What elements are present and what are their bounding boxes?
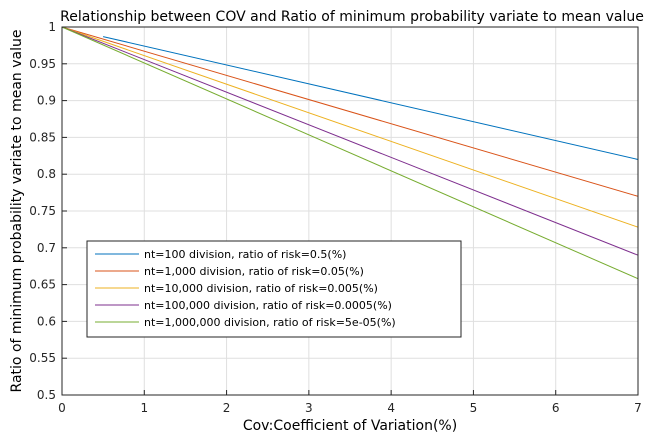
- y-tick-label: 0.95: [29, 57, 56, 71]
- x-axis-title: Cov:Coefficient of Variation(%): [243, 418, 457, 434]
- series-line-5: [61, 26, 639, 280]
- y-tick-label: 0.8: [37, 167, 56, 181]
- y-tick-label: 0.9: [37, 94, 56, 108]
- x-tick-label: 2: [223, 401, 231, 415]
- y-tick-label: 1: [48, 20, 56, 34]
- y-tick-label: 0.6: [37, 314, 56, 328]
- x-tick-label: 7: [634, 401, 642, 415]
- x-tick-label: 3: [305, 401, 313, 415]
- x-tick-label: 6: [552, 401, 560, 415]
- legend-entry-3: nt=10,000 division, ratio of risk=0.005(…: [144, 282, 378, 295]
- x-tick-label: 4: [387, 401, 395, 415]
- y-tick-label: 0.5: [37, 388, 56, 402]
- y-tick-label: 0.65: [29, 278, 56, 292]
- x-tick-label: 1: [140, 401, 148, 415]
- series-line-1: [102, 36, 639, 160]
- series-line-2: [61, 26, 639, 197]
- x-tick-label: 0: [58, 401, 66, 415]
- legend-entry-2: nt=1,000 division, ratio of risk=0.05(%): [144, 265, 364, 278]
- chart-title: Relationship between COV and Ratio of mi…: [60, 9, 644, 25]
- series-lines: [61, 26, 639, 280]
- legend-entry-1: nt=100 division, ratio of risk=0.5(%): [144, 248, 346, 261]
- y-tick-label: 0.55: [29, 351, 56, 365]
- legend: nt=100 division, ratio of risk=0.5(%) nt=…: [86, 240, 462, 338]
- y-tick-label: 0.85: [29, 130, 56, 144]
- y-tick-label: 0.75: [29, 204, 56, 218]
- tick-labels: 0 1 2 3 4 5 6 7 0.5 0.55 0.6 0.65 0.7 0.75 0.8 0.85 0.9 0…: [29, 20, 642, 415]
- legend-entry-5: nt=1,000,000 division, ratio of risk=5e-…: [144, 316, 396, 329]
- y-tick-label: 0.7: [37, 241, 56, 255]
- y-axis-title: Ratio of minimum probability variate to …: [9, 30, 25, 393]
- legend-entry-4: nt=100,000 division, ratio of risk=0.000…: [144, 299, 392, 312]
- series-line-4: [61, 26, 639, 256]
- x-tick-label: 5: [470, 401, 478, 415]
- legend-box: [86, 240, 462, 338]
- series-line-3: [61, 26, 639, 228]
